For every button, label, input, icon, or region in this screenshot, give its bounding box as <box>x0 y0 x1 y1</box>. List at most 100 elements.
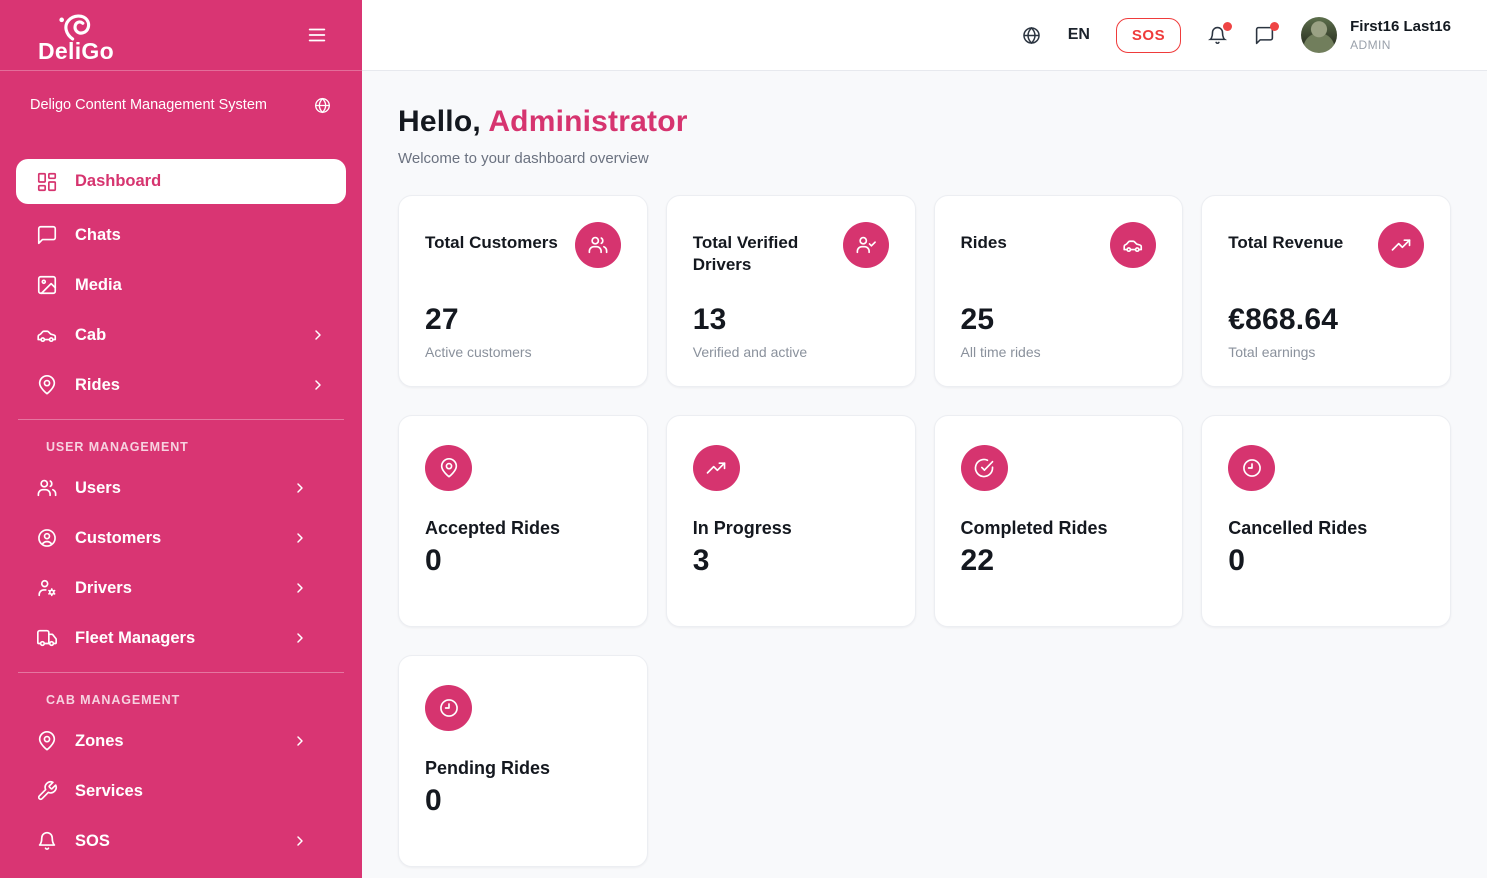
greeting-name: Administrator <box>488 105 688 138</box>
user-name: First16 Last16 <box>1350 18 1451 35</box>
cms-label: Deligo Content Management System <box>30 97 267 113</box>
card-value: €868.64 <box>1228 303 1339 336</box>
chevron-right-icon <box>292 530 308 546</box>
chevron-right-icon <box>292 833 308 849</box>
notifications-button[interactable] <box>1207 21 1233 46</box>
card-value: 13 <box>692 303 727 336</box>
globe-icon <box>1022 26 1040 44</box>
user-role: ADMIN <box>1350 38 1391 52</box>
chevron-right-icon <box>292 580 308 596</box>
card-cancelled-rides: Cancelled Rides 0 <box>1201 415 1451 627</box>
sidebar-item-zones[interactable]: Zones <box>0 716 362 766</box>
sidebar-item-drivers[interactable]: Drivers <box>0 563 362 613</box>
sidebar-item-services[interactable]: Services <box>0 766 362 816</box>
sidebar-item-sos[interactable]: SOS <box>0 816 362 866</box>
card-value: 0 <box>425 784 442 817</box>
content-area: EN SOS First16 Last16 ADMIN Hello, Admin… <box>362 0 1487 878</box>
card-caption: All time rides <box>960 344 1041 360</box>
chevron-right-icon <box>292 480 308 496</box>
chevron-right-icon <box>310 327 326 343</box>
card-caption: Active customers <box>425 344 532 360</box>
car-icon <box>1110 222 1157 268</box>
sidebar-item-label: Drivers <box>75 578 132 597</box>
card-in-progress: In Progress 3 <box>665 415 916 627</box>
sidebar-item-label: Services <box>75 781 143 800</box>
brand-name: DeliGo <box>38 38 114 64</box>
card-title: Pending Rides <box>425 758 551 778</box>
map-pin-icon <box>36 374 58 396</box>
card-value: 3 <box>692 544 710 577</box>
sidebar-item-users[interactable]: Users <box>0 463 362 513</box>
trending-up-icon <box>692 445 740 491</box>
notification-badge-dot <box>1223 21 1233 31</box>
dashboard-grid-icon <box>36 171 58 193</box>
check-circle-icon <box>960 445 1008 491</box>
clock-icon <box>1228 445 1276 491</box>
card-title: Total Verified Drivers <box>692 233 799 275</box>
user-circle-icon <box>36 527 58 549</box>
wrench-icon <box>36 780 58 802</box>
messages-button[interactable] <box>1254 21 1280 46</box>
brand-logo: DeliGo <box>38 11 114 63</box>
user-check-icon <box>842 222 889 268</box>
sidebar-item-chats[interactable]: Chats <box>0 210 362 260</box>
sidebar-item-rides[interactable]: Rides <box>0 360 362 410</box>
bell-icon <box>36 830 58 852</box>
card-accepted-rides: Accepted Rides 0 <box>398 415 648 627</box>
sidebar-item-dashboard[interactable]: Dashboard <box>16 159 346 204</box>
users-icon <box>36 477 58 499</box>
card-title: Cancelled Rides <box>1228 518 1368 538</box>
chevron-right-icon <box>292 630 308 646</box>
sidebar-item-media[interactable]: Media <box>0 260 362 310</box>
card-total-verified-drivers: Total Verified Drivers 13 Verified and a… <box>665 195 916 387</box>
language-selector[interactable]: EN <box>1067 26 1090 43</box>
sidebar-item-label: Fleet Managers <box>75 628 196 647</box>
card-total-customers: Total Customers 27 Active customers <box>398 195 648 387</box>
sidebar-item-customers[interactable]: Customers <box>0 513 362 563</box>
sidebar-item-label: Users <box>75 478 121 497</box>
car-icon <box>36 324 58 346</box>
card-title: Total Customers <box>425 233 558 252</box>
sidebar-item-cab[interactable]: Cab <box>0 310 362 360</box>
page-title: Hello, Administrator <box>398 105 1451 139</box>
ride-cards-row: Accepted Rides 0 In Progress 3 Completed… <box>398 415 1451 627</box>
topbar: EN SOS First16 Last16 ADMIN <box>362 0 1487 71</box>
card-total-revenue: Total Revenue €868.64 Total earnings <box>1201 195 1451 387</box>
sidebar-toggle-button[interactable] <box>302 20 332 50</box>
sidebar-item-label: Cab <box>75 325 107 344</box>
sidebar-item-label: Dashboard <box>75 172 162 190</box>
sidebar-item-label: SOS <box>75 831 110 850</box>
cms-label-row: Deligo Content Management System <box>0 71 362 139</box>
card-pending-rides: Pending Rides 0 <box>398 655 648 867</box>
sos-button[interactable]: SOS <box>1115 17 1182 53</box>
truck-icon <box>36 627 58 649</box>
card-title: Accepted Rides <box>425 518 561 538</box>
dashboard-main: Hello, Administrator Welcome to your das… <box>362 71 1487 878</box>
stat-cards-row: Total Customers 27 Active customers Tota… <box>398 195 1451 387</box>
sidebar-divider <box>18 672 344 673</box>
card-rides: Rides 25 All time rides <box>933 195 1184 387</box>
user-menu[interactable]: First16 Last16 ADMIN <box>1301 17 1451 53</box>
sidebar-nav: Dashboard Chats Media Cab Rides USER <box>0 139 362 866</box>
greeting-prefix: Hello, <box>398 105 481 138</box>
deligo-swirl-icon <box>59 14 91 41</box>
pending-cards-row: Pending Rides 0 <box>398 655 1451 867</box>
card-title: Rides <box>960 233 1007 252</box>
user-info: First16 Last16 ADMIN <box>1350 18 1451 52</box>
users-icon <box>574 222 621 268</box>
image-icon <box>36 274 58 296</box>
message-badge-dot <box>1270 21 1280 31</box>
card-caption: Verified and active <box>692 344 808 360</box>
sidebar-item-label: Customers <box>75 528 162 547</box>
card-title: In Progress <box>692 518 792 538</box>
card-title: Completed Rides <box>960 518 1108 538</box>
globe-icon[interactable] <box>313 96 332 115</box>
trending-up-icon <box>1378 222 1424 268</box>
clock-icon <box>425 685 472 731</box>
section-label-cab-management: CAB MANAGEMENT <box>46 693 181 707</box>
sidebar-item-fleet-managers[interactable]: Fleet Managers <box>0 613 362 663</box>
language-globe-button[interactable] <box>1021 25 1042 46</box>
card-value: 27 <box>425 303 459 336</box>
avatar <box>1301 17 1338 53</box>
